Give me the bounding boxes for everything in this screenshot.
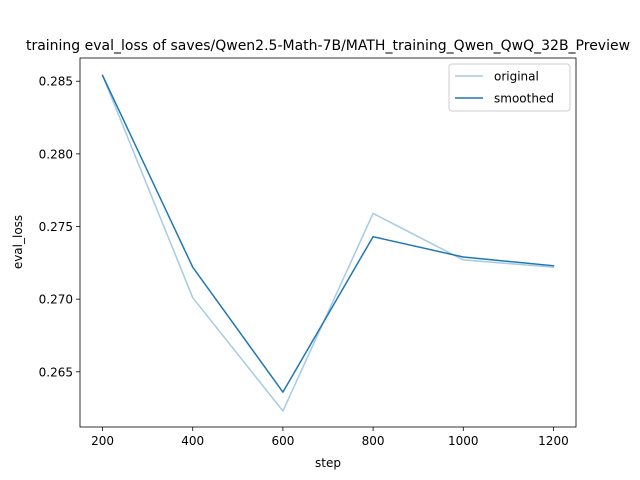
legend-label-original: original — [494, 70, 539, 84]
x-tick-label: 400 — [181, 434, 204, 448]
series-lines — [101, 74, 555, 412]
plot-area — [79, 57, 577, 428]
y-tick-label: 0.265 — [39, 365, 73, 379]
legend-label-smoothed: smoothed — [494, 92, 554, 106]
x-axis-label: step — [315, 456, 341, 470]
series-line-smoothed — [101, 74, 555, 393]
series-line-original — [101, 74, 555, 412]
legend: original smoothed — [448, 63, 571, 112]
y-tick-label: 0.275 — [39, 220, 73, 234]
x-tick-label: 1200 — [538, 434, 569, 448]
x-tick-label: 200 — [91, 434, 114, 448]
x-tick-label: 600 — [271, 434, 294, 448]
x-axis: 200 400 600 800 1000 1200 — [91, 427, 569, 448]
y-tick-label: 0.280 — [39, 147, 73, 161]
y-axis-label: eval_loss — [11, 215, 25, 269]
chart-title: training eval_loss of saves/Qwen2.5-Math… — [26, 38, 630, 54]
y-axis: 0.265 0.270 0.275 0.280 0.285 — [39, 75, 80, 379]
y-tick-label: 0.285 — [39, 75, 73, 89]
x-tick-label: 1000 — [448, 434, 479, 448]
x-tick-label: 800 — [362, 434, 385, 448]
y-tick-label: 0.270 — [39, 293, 73, 307]
